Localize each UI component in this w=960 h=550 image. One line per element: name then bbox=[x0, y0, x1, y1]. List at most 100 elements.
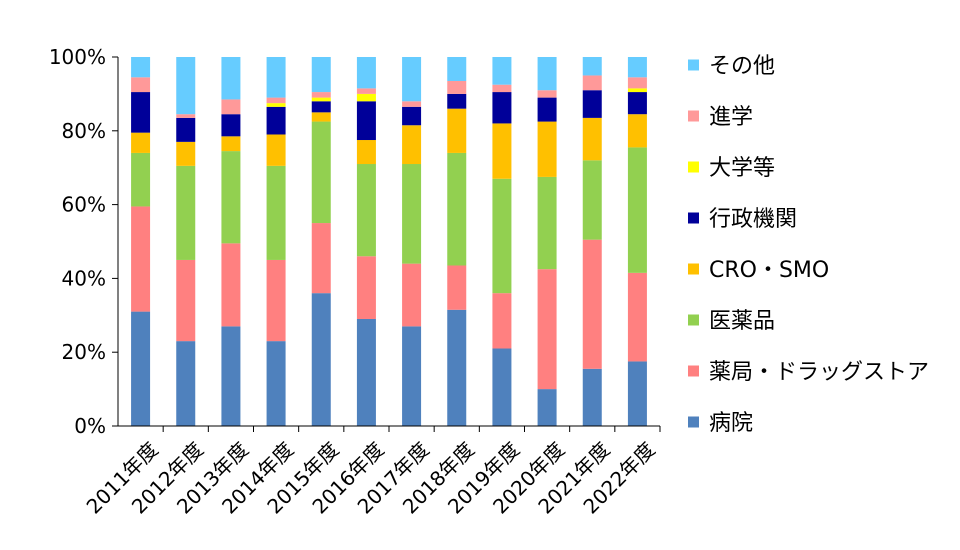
bar-segment-0-1 bbox=[131, 206, 151, 312]
bar-segment-4-6 bbox=[311, 92, 331, 98]
bar-segment-5-2 bbox=[356, 164, 376, 257]
bar-segment-10-2 bbox=[582, 160, 602, 240]
bar-segment-6-7 bbox=[402, 57, 422, 102]
y-tick-label: 20% bbox=[62, 340, 106, 364]
bar-segment-8-0 bbox=[492, 348, 512, 426]
legend-swatch bbox=[688, 416, 699, 428]
bar-segment-5-0 bbox=[356, 318, 376, 426]
bar-segment-6-2 bbox=[402, 164, 422, 264]
bar-segment-11-4 bbox=[627, 92, 647, 115]
bar-segment-0-2 bbox=[131, 152, 151, 207]
bar-segment-2-7 bbox=[221, 57, 241, 100]
legend-swatch bbox=[688, 314, 699, 326]
bar-segment-10-3 bbox=[582, 117, 602, 161]
bar-segment-8-4 bbox=[492, 92, 512, 124]
x-axis: 2011年度2012年度2013年度2014年度2015年度2016年度2017… bbox=[82, 425, 661, 519]
bar-segment-11-2 bbox=[627, 147, 647, 273]
bar-segment-5-7 bbox=[356, 57, 376, 89]
bar-segment-1-4 bbox=[176, 117, 196, 142]
legend-label: その他 bbox=[709, 54, 775, 79]
bar-segment-3-2 bbox=[266, 165, 286, 260]
bar-segment-6-1 bbox=[402, 263, 422, 327]
y-tick-label: 80% bbox=[62, 119, 106, 143]
bar-segment-0-0 bbox=[131, 311, 151, 426]
bar-segment-4-7 bbox=[311, 57, 331, 93]
legend-label: CRO・SMO bbox=[709, 258, 829, 283]
bar-segment-7-0 bbox=[447, 309, 467, 426]
legend-swatch bbox=[688, 110, 699, 122]
bar-segment-11-5 bbox=[627, 88, 647, 93]
bar-segment-5-5 bbox=[356, 93, 376, 102]
bar-segment-11-1 bbox=[627, 272, 647, 362]
bar-segment-3-7 bbox=[266, 57, 286, 98]
legend-label: 病院 bbox=[709, 411, 753, 436]
bar-segment-8-6 bbox=[492, 84, 512, 93]
bar-segment-10-7 bbox=[582, 57, 602, 76]
bar-segment-2-6 bbox=[221, 99, 241, 115]
bar-segment-4-3 bbox=[311, 112, 331, 122]
bar-segment-0-6 bbox=[131, 77, 151, 93]
legend-label: 大学等 bbox=[709, 156, 775, 181]
bar-segment-9-1 bbox=[537, 269, 557, 390]
bar-segment-10-4 bbox=[582, 90, 602, 118]
bar-segment-11-7 bbox=[627, 57, 647, 78]
bar-segment-8-7 bbox=[492, 57, 512, 85]
bar-segment-2-1 bbox=[221, 243, 241, 327]
bar-segment-0-4 bbox=[131, 92, 151, 133]
bar-segment-6-6 bbox=[402, 101, 422, 107]
y-axis: 0% 20% 40% 60% 80% 100% bbox=[49, 45, 119, 438]
bar-segment-11-0 bbox=[627, 361, 647, 426]
bar-segment-7-4 bbox=[447, 93, 467, 109]
bar-segment-1-6 bbox=[176, 114, 196, 118]
bar-segment-2-4 bbox=[221, 114, 241, 137]
bar-segment-1-2 bbox=[176, 165, 196, 260]
bar-segment-4-5 bbox=[311, 97, 331, 102]
bar-segment-6-0 bbox=[402, 326, 422, 426]
bar-segment-3-1 bbox=[266, 259, 286, 342]
bar-segment-3-3 bbox=[266, 134, 286, 166]
y-tick-label: 100% bbox=[49, 45, 106, 69]
bar-segment-11-3 bbox=[627, 114, 647, 148]
bar-segment-5-1 bbox=[356, 256, 376, 319]
y-tick-label: 40% bbox=[62, 266, 106, 290]
bar-segment-6-4 bbox=[402, 106, 422, 126]
bar-segment-3-6 bbox=[266, 97, 286, 104]
legend-swatch bbox=[688, 59, 699, 71]
bar-segment-1-3 bbox=[176, 141, 196, 166]
bar-segment-4-2 bbox=[311, 121, 331, 224]
bar-segment-9-7 bbox=[537, 57, 557, 91]
legend-swatch bbox=[688, 161, 699, 173]
bar-segment-1-0 bbox=[176, 341, 196, 426]
bar-segment-5-3 bbox=[356, 140, 376, 165]
bar-segment-1-1 bbox=[176, 259, 196, 342]
bar-segment-8-2 bbox=[492, 178, 512, 294]
bar-segment-4-1 bbox=[311, 223, 331, 294]
y-tick-label: 60% bbox=[62, 193, 106, 217]
bar-segment-7-7 bbox=[447, 57, 467, 81]
bar-segment-10-0 bbox=[582, 368, 602, 426]
bar-segment-6-3 bbox=[402, 125, 422, 165]
bars-group bbox=[131, 57, 647, 426]
bar-segment-8-3 bbox=[492, 123, 512, 179]
bar-segment-9-0 bbox=[537, 389, 557, 426]
legend-label: 薬局・ドラッグストア bbox=[709, 360, 929, 385]
bar-segment-3-5 bbox=[266, 103, 286, 107]
bar-segment-0-3 bbox=[131, 132, 151, 153]
bar-segment-4-4 bbox=[311, 101, 331, 113]
legend-label: 医薬品 bbox=[709, 309, 775, 334]
bar-segment-2-2 bbox=[221, 151, 241, 244]
bar-segment-9-2 bbox=[537, 176, 557, 270]
bar-segment-10-1 bbox=[582, 239, 602, 369]
legend-swatch bbox=[688, 263, 699, 275]
bar-segment-2-3 bbox=[221, 136, 241, 152]
bar-segment-2-0 bbox=[221, 326, 241, 426]
bar-segment-3-4 bbox=[266, 106, 286, 135]
bar-segment-7-6 bbox=[447, 80, 467, 94]
bar-segment-9-6 bbox=[537, 90, 557, 98]
bar-segment-9-4 bbox=[537, 97, 557, 122]
bar-segment-5-4 bbox=[356, 101, 376, 141]
bar-segment-7-2 bbox=[447, 152, 467, 266]
legend-swatch bbox=[688, 365, 699, 377]
